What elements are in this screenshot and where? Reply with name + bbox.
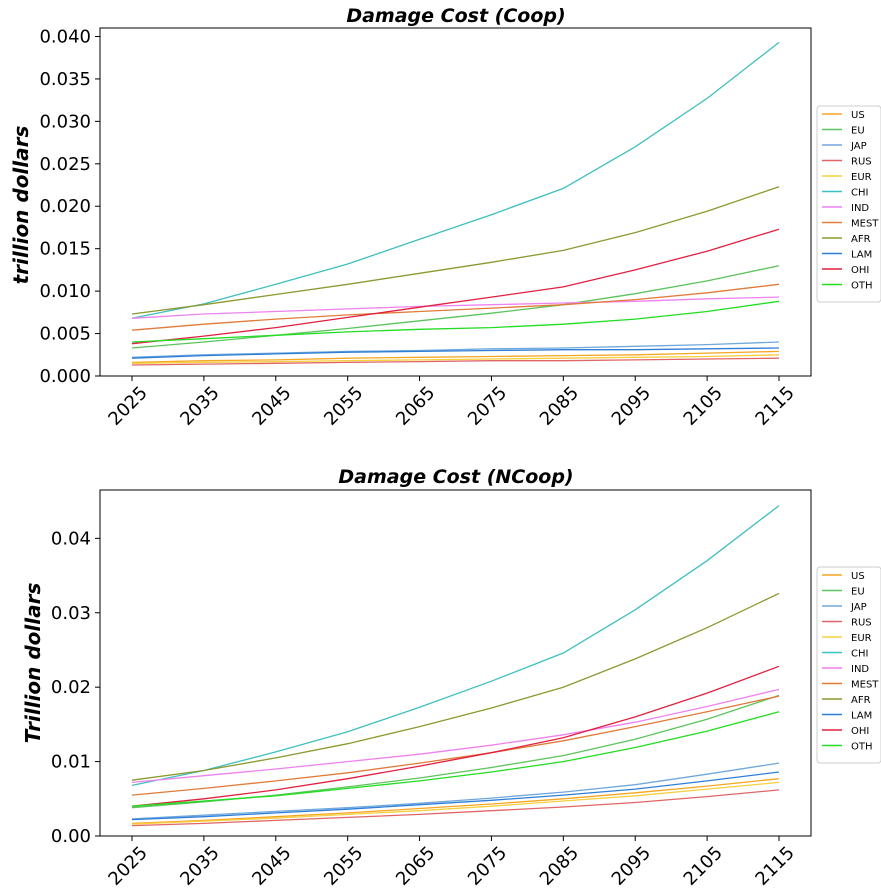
ncoop-legend-label-eur: EUR xyxy=(851,633,872,644)
ncoop-y-tick-label: 0.02 xyxy=(51,677,91,698)
coop-chart-title: Damage Cost (Coop) xyxy=(346,5,565,27)
ncoop-y-tick-label: 0.04 xyxy=(51,528,91,549)
coop-series-line-afr xyxy=(131,186,780,315)
ncoop-series-line-eur xyxy=(131,781,780,825)
ncoop-legend-label-lam: LAM xyxy=(851,711,872,722)
ncoop-legend-label-eu: EU xyxy=(851,587,865,598)
coop-legend-label-eur: EUR xyxy=(851,172,872,183)
coop-legend-label-lam: LAM xyxy=(851,250,872,261)
ncoop-legend-label-mest: MEST xyxy=(851,680,879,691)
ncoop-chart-title: Damage Cost (NCoop) xyxy=(338,466,573,488)
coop-y-tick-label: 0.010 xyxy=(39,281,91,302)
coop-series-line-oth xyxy=(131,300,780,343)
ncoop-y-axis-label: Trillion dollars xyxy=(21,583,45,744)
ncoop-legend-label-oth: OTH xyxy=(851,742,873,753)
coop-series-line-jap xyxy=(131,341,780,358)
coop-y-tick-label: 0.035 xyxy=(39,69,91,90)
coop-chart-panel: Damage Cost (Coop) trillion dollars 0.00… xyxy=(9,5,881,430)
coop-legend-label-afr: AFR xyxy=(851,234,871,245)
ncoop-y-tick-label: 0.01 xyxy=(51,752,91,773)
coop-legend-box xyxy=(816,105,881,303)
coop-legend-label-oth: OTH xyxy=(851,281,873,292)
coop-y-tick-label: 0.000 xyxy=(39,366,91,387)
coop-series-line-us xyxy=(131,350,780,364)
coop-series-line-eu xyxy=(131,265,780,349)
ncoop-series-line-us xyxy=(131,778,780,825)
coop-legend-label-mest: MEST xyxy=(851,219,879,230)
ncoop-y-tick-label: 0.03 xyxy=(51,603,91,624)
ncoop-series-line-rus xyxy=(131,789,780,827)
coop-series-line-ind xyxy=(131,296,780,319)
coop-y-tick-label: 0.040 xyxy=(39,26,91,47)
ncoop-series-line-oth xyxy=(131,711,780,807)
ncoop-series-line-jap xyxy=(131,762,780,820)
ncoop-legend-label-chi: CHI xyxy=(851,649,868,660)
coop-y-tick-label: 0.030 xyxy=(39,111,91,132)
ncoop-series-line-afr xyxy=(131,592,780,781)
ncoop-legend-label-jap: JAP xyxy=(850,602,867,613)
coop-series-line-ohi xyxy=(131,228,780,345)
coop-legend: US EU JAP RUS EUR CHI IND MEST AFR LAM OHI OTH xyxy=(816,105,881,303)
coop-series-line-rus xyxy=(131,357,780,366)
coop-series-line-chi xyxy=(131,41,780,319)
ncoop-series-line-ind xyxy=(131,688,780,784)
coop-legend-label-chi: CHI xyxy=(851,188,868,199)
coop-y-tick-label: 0.020 xyxy=(39,196,91,217)
coop-legend-label-us: US xyxy=(851,110,865,121)
ncoop-legend-box xyxy=(816,566,881,764)
coop-axes-frame xyxy=(99,27,812,377)
ncoop-legend-label-afr: AFR xyxy=(851,695,871,706)
ncoop-series-line-lam xyxy=(131,771,780,821)
coop-y-tick-label: 0.005 xyxy=(39,324,91,345)
ncoop-y-tick-label: 0.00 xyxy=(51,826,91,847)
coop-plot-area: 0.000 0.005 0.010 0.015 0.020 0.025 0.030 0.035… xyxy=(39,26,812,430)
coop-legend-label-ohi: OHI xyxy=(851,265,869,276)
ncoop-legend: US EU JAP RUS EUR CHI IND MEST AFR LAM OHI OTH xyxy=(816,566,881,764)
ncoop-series-line-chi xyxy=(131,505,780,787)
coop-legend-label-rus: RUS xyxy=(851,157,872,168)
coop-series-line-mest xyxy=(131,283,780,331)
coop-y-tick-label: 0.025 xyxy=(39,154,91,175)
coop-y-tick-label: 0.015 xyxy=(39,239,91,260)
coop-series-line-lam xyxy=(131,347,780,359)
coop-legend-label-eu: EU xyxy=(851,126,865,137)
coop-legend-label-ind: IND xyxy=(851,203,869,214)
coop-legend-label-jap: JAP xyxy=(850,141,867,152)
coop-y-axis-label: trillion dollars xyxy=(9,126,33,285)
ncoop-legend-label-rus: RUS xyxy=(851,618,872,629)
coop-series-line-eur xyxy=(131,354,780,364)
ncoop-legend-label-us: US xyxy=(851,571,865,582)
ncoop-legend-label-ohi: OHI xyxy=(851,726,869,737)
ncoop-series-line-mest xyxy=(131,695,780,796)
ncoop-legend-label-ind: IND xyxy=(851,664,869,675)
ncoop-series-line-ohi xyxy=(131,665,780,807)
ncoop-axes-frame xyxy=(99,489,812,837)
